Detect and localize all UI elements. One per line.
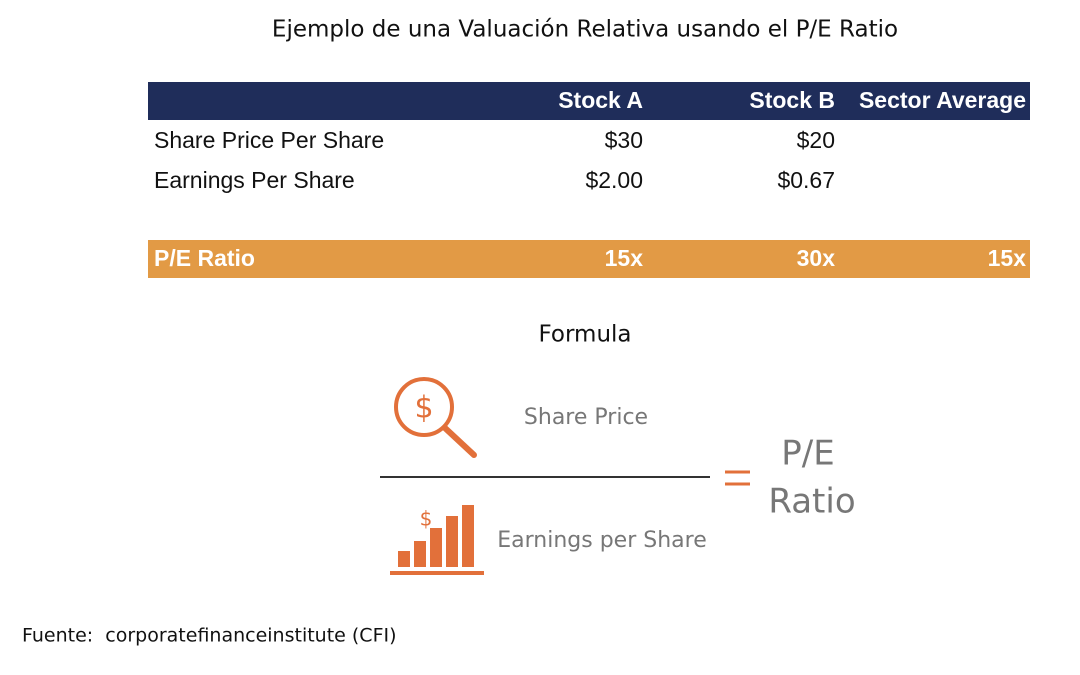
column-header: Stock A (558, 87, 643, 113)
row-label: Share Price Per Share (154, 127, 384, 153)
cell: $30 (605, 127, 643, 153)
row-label: Earnings Per Share (154, 167, 355, 193)
cell: $20 (797, 127, 835, 153)
result-line: P/E (781, 434, 834, 474)
bar-chart-icon: $ (390, 505, 484, 575)
column-header: Stock B (749, 87, 835, 113)
denominator: Earnings per Share (497, 528, 706, 553)
numerator: Share Price (524, 405, 648, 430)
title: Ejemplo de una Valuación Relativa usando… (272, 17, 898, 43)
cell: $2.00 (585, 167, 643, 193)
table-header-bar (148, 82, 1030, 120)
cell: 15x (988, 245, 1027, 271)
column-header: Sector Average (859, 87, 1026, 113)
result-bar (148, 240, 1030, 278)
formula-title: Formula (539, 322, 632, 348)
source: Fuente: corporatefinanceinstitute (CFI) (22, 625, 397, 647)
result-line: Ratio (768, 482, 855, 522)
row-label: P/E Ratio (154, 245, 255, 271)
cell: 15x (605, 245, 644, 271)
cell: $0.67 (777, 167, 835, 193)
cell: 30x (797, 245, 836, 271)
magnifier-icon: $ (394, 377, 477, 458)
equals-sign (725, 470, 750, 486)
svg-text:$: $ (420, 507, 433, 531)
svg-text:$: $ (414, 391, 433, 426)
